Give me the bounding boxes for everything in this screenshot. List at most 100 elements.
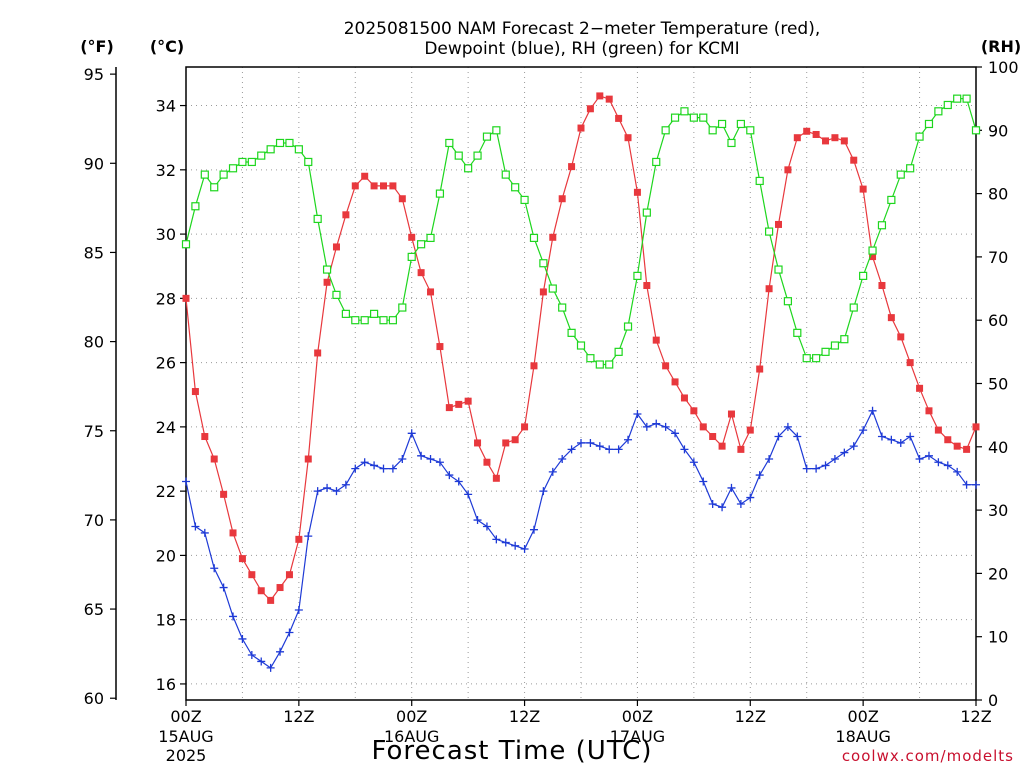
dewpoint-point [934, 458, 943, 467]
temperature-point [304, 455, 312, 463]
rh-point [868, 246, 877, 255]
rh-point [567, 328, 576, 337]
temperature-point [897, 333, 905, 341]
temperature-point [342, 211, 350, 219]
temperature-point [276, 584, 284, 592]
temperature-point [756, 365, 764, 373]
temperature-point [295, 535, 303, 543]
grid-lines [186, 67, 976, 700]
dewpoint-point [229, 612, 238, 621]
dewpoint-point [360, 458, 369, 467]
rh-tick-label: 80 [988, 185, 1008, 204]
rh-point [633, 271, 642, 280]
temperature-point [624, 134, 632, 142]
dewpoint-point [708, 499, 717, 508]
temperature-point [746, 426, 754, 434]
rh-point [614, 347, 623, 356]
temperature-point [285, 571, 293, 579]
temperature-point [267, 596, 275, 604]
dewpoint-point [868, 406, 877, 415]
temperature-point [502, 439, 510, 447]
dewpoint-point [624, 435, 633, 444]
celsius-tick-label: 30 [156, 225, 176, 244]
dewpoint-point [718, 503, 727, 512]
rh-tick-label: 50 [988, 375, 1008, 394]
rh-point [595, 360, 604, 369]
rh-point [576, 341, 586, 350]
temperature-point [445, 404, 453, 412]
rh-point [492, 126, 501, 135]
temperature-point [718, 442, 726, 450]
dewpoint-point [191, 522, 200, 531]
dewpoint-point [266, 663, 275, 672]
temperature-point [427, 288, 435, 296]
rh-point [802, 354, 811, 363]
dewpoint-point [577, 438, 585, 447]
celsius-tick-label: 20 [156, 546, 176, 565]
dewpoint-point [765, 455, 774, 464]
temperature-point [633, 188, 641, 196]
x-tick-date: 18AUG [835, 727, 890, 746]
temperature-point [699, 423, 707, 431]
rh-point [953, 94, 962, 103]
rh-tick-label: 0 [988, 691, 998, 710]
dewpoint-point [736, 499, 745, 508]
rh-point [962, 94, 971, 103]
rh-point [360, 316, 369, 325]
temperature-point [238, 555, 246, 563]
rh-point [830, 341, 840, 350]
rh-point [341, 309, 350, 318]
rh-point [332, 290, 341, 299]
temperature-point [558, 195, 566, 203]
dewpoint-point [313, 487, 322, 496]
temperature-point [775, 220, 782, 228]
temperature-point [530, 362, 538, 370]
dewpoint-point [435, 458, 444, 467]
temperature-point [737, 445, 745, 453]
rh-point [915, 132, 924, 141]
dewpoint-point [529, 525, 538, 534]
dewpoint-point [962, 480, 971, 489]
rh-point [586, 354, 595, 363]
celsius-tick-label: 32 [156, 161, 176, 180]
temperature-point [906, 359, 914, 367]
temperature-point [201, 433, 209, 441]
dewpoint-point [642, 422, 651, 431]
rh-point [464, 164, 473, 173]
rh-point [417, 240, 426, 249]
celsius-tick-label: 34 [156, 97, 176, 116]
dewpoint-point [830, 455, 839, 464]
dewpoint-point [943, 461, 952, 470]
dewpoint-point [304, 532, 313, 541]
temperature-point [398, 195, 406, 203]
temperature-point [680, 394, 688, 402]
dewpoint-point [464, 490, 473, 499]
temperature-point [803, 127, 811, 135]
rh-point [294, 145, 303, 154]
rh-point [680, 107, 689, 116]
celsius-tick-label: 26 [156, 354, 176, 373]
fahrenheit-tick-label: 80 [84, 333, 104, 352]
axes: 60 65 70 75 80 85 90 95 16 18 20 22 24 26 28 30 32 34 0 10 2… [84, 58, 1019, 710]
temperature-point [972, 423, 980, 431]
rh-tick-label: 20 [988, 564, 1008, 583]
fahrenheit-tick-label: 60 [84, 689, 104, 708]
rh-point [275, 138, 285, 148]
fahrenheit-tick-label: 95 [84, 65, 104, 84]
dewpoint-point [689, 458, 698, 467]
rh-point [727, 138, 736, 148]
temperature-point [652, 336, 660, 344]
dewpoint-point [746, 493, 755, 502]
rh-point [369, 309, 379, 318]
dewpoint-point [906, 432, 915, 441]
rh-point [445, 138, 454, 148]
temperature-point [709, 433, 717, 441]
temperature-point [615, 114, 623, 122]
rh-point [736, 119, 745, 129]
chart-title: 2025081500 NAM Forecast 2−meter Temperat… [344, 19, 821, 59]
dewpoint-point [548, 467, 557, 476]
dewpoint-point [783, 422, 792, 431]
dewpoint-point [774, 432, 783, 441]
temperature-point [436, 343, 444, 351]
temperature-point [549, 233, 557, 241]
